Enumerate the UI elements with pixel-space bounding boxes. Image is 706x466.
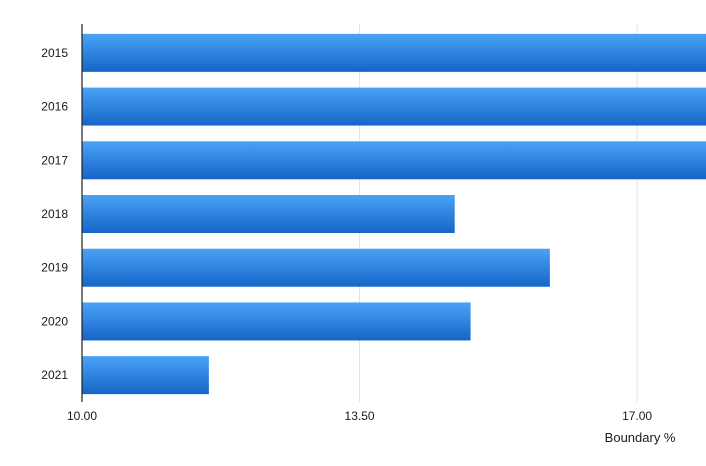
y-tick-label: 2016 [41,100,68,114]
y-tick-label: 2018 [41,207,68,221]
x-axis-title: Boundary % [605,430,676,445]
bars [82,33,706,395]
y-tick-label: 2021 [41,368,68,382]
x-tick-label: 13.50 [345,409,375,423]
bar-2020 [82,302,471,341]
y-tick-label: 2017 [41,153,68,167]
axes: 10.0013.5017.0020.5024.00201520162017201… [41,24,652,423]
x-tick-label: 17.00 [622,409,652,423]
bar-2018 [82,195,455,233]
bar-2019 [82,248,550,287]
y-tick-label: 2015 [41,46,68,60]
x-tick-label: 10.00 [67,409,97,423]
y-tick-label: 2020 [41,314,68,328]
bar-2017 [82,141,706,180]
bar-2015 [82,33,706,72]
y-tick-label: 2019 [41,261,68,275]
bar-2021 [82,356,209,395]
bar-2016 [82,87,706,126]
